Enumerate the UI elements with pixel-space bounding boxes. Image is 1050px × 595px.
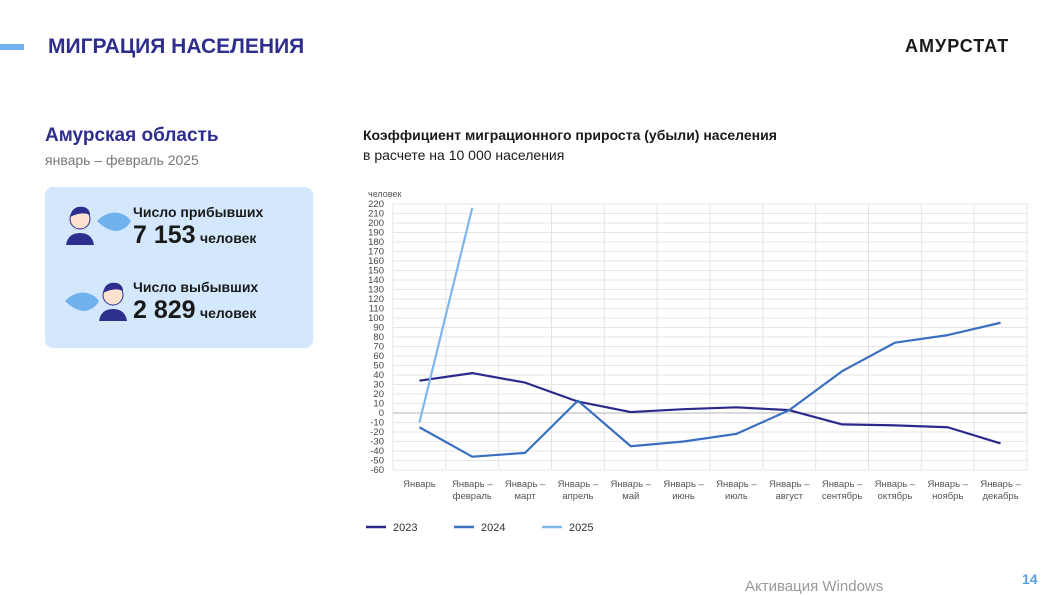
y-tick-label: 50 xyxy=(373,361,384,372)
y-tick-label: 200 xyxy=(368,218,384,229)
departures-icon xyxy=(65,282,127,321)
stat-value: 7 153 xyxy=(133,221,196,249)
period: январь – февраль 2025 xyxy=(45,152,199,168)
x-tick-label: Январь – июнь xyxy=(663,479,704,502)
series-line xyxy=(419,372,1001,445)
y-tick-label: -10 xyxy=(370,418,384,429)
x-tick-label: Январь xyxy=(403,479,436,490)
chart-title: Коэффициент миграционного прироста (убыл… xyxy=(363,127,777,143)
y-tick-label: 170 xyxy=(368,247,384,258)
x-tick-label: Январь – июль xyxy=(716,479,757,502)
y-tick-label: 160 xyxy=(368,256,384,267)
y-tick-label: -60 xyxy=(370,465,384,476)
page-number: 14 xyxy=(1022,571,1038,587)
y-tick-label: 110 xyxy=(369,304,384,315)
stat-label: Число выбывших xyxy=(133,279,259,295)
y-tick-label: 90 xyxy=(373,323,384,334)
x-tick-label: Январь – август xyxy=(769,479,810,502)
y-tick-label: -50 xyxy=(370,456,384,467)
y-tick-label: -20 xyxy=(370,427,384,438)
y-tick-label: 40 xyxy=(373,370,384,381)
series-line xyxy=(418,207,474,423)
stats-box: Число прибывших 7 153 человек Число выбы… xyxy=(45,187,313,348)
series-line xyxy=(418,321,1001,458)
x-tick-label: Январь – апрель xyxy=(558,479,599,502)
stat-unit: человек xyxy=(200,305,257,321)
accent-bar xyxy=(0,44,24,50)
y-tick-label: -40 xyxy=(370,446,384,457)
y-tick-label: 120 xyxy=(368,294,384,305)
y-tick-label: 20 xyxy=(373,389,384,400)
arrivals-icon xyxy=(66,206,131,245)
y-tick-label: 180 xyxy=(368,237,384,248)
x-tick-label: Январь – май xyxy=(611,479,652,502)
y-tick-label: 70 xyxy=(373,342,384,353)
y-tick-label: 0 xyxy=(379,408,384,419)
x-tick-label: Январь – декабрь xyxy=(980,479,1021,502)
y-tick-label: -30 xyxy=(370,437,384,448)
chart-subtitle: в расчете на 10 000 населения xyxy=(363,147,564,163)
x-tick-label: Январь – октябрь xyxy=(875,479,916,502)
y-tick-label: 140 xyxy=(368,275,384,286)
x-tick-label: Январь – март xyxy=(505,479,546,502)
legend-label: 2023 xyxy=(393,522,417,534)
stat-value: 2 829 xyxy=(133,296,196,324)
legend-label: 2025 xyxy=(569,522,593,534)
brand: АМУРСТАТ xyxy=(905,36,1010,56)
x-tick-label: Январь – февраль xyxy=(452,479,493,502)
y-tick-label: 210 xyxy=(368,209,384,220)
region: Амурская область xyxy=(45,125,219,146)
y-tick-label: 80 xyxy=(373,332,384,343)
watermark: Активация Windows xyxy=(745,578,884,595)
stat-label: Число прибывших xyxy=(133,204,264,220)
y-axis-label: человек xyxy=(368,189,401,199)
slide-title: МИГРАЦИЯ НАСЕЛЕНИЯ xyxy=(48,35,305,58)
y-tick-label: 190 xyxy=(368,228,384,239)
y-tick-label: 10 xyxy=(373,399,384,410)
legend-label: 2024 xyxy=(481,522,505,534)
y-tick-label: 130 xyxy=(368,285,384,296)
x-tick-label: Январь – сентябрь xyxy=(822,479,863,502)
y-tick-label: 220 xyxy=(368,199,384,210)
y-tick-label: 100 xyxy=(368,313,384,324)
y-tick-label: 60 xyxy=(373,351,384,362)
y-tick-label: 30 xyxy=(373,380,384,391)
stat-unit: человек xyxy=(200,230,257,246)
y-tick-label: 150 xyxy=(368,266,384,277)
x-tick-label: Январь – ноябрь xyxy=(928,479,969,502)
